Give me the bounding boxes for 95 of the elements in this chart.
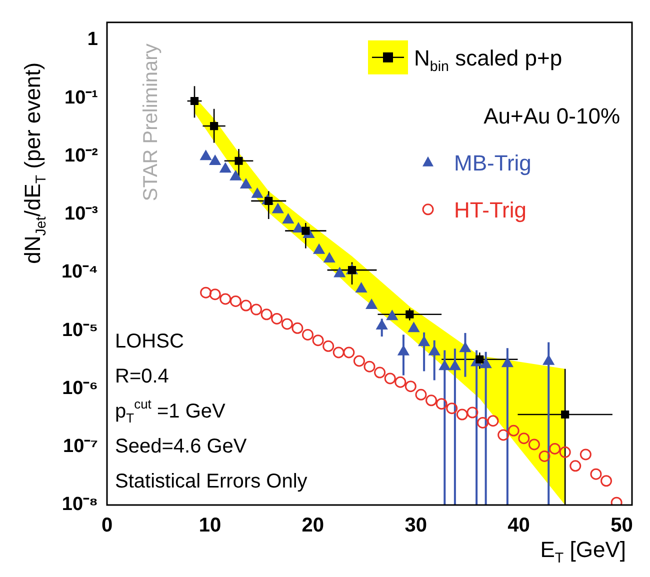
point	[220, 162, 232, 173]
point	[324, 252, 336, 263]
point	[374, 366, 386, 378]
point	[476, 416, 488, 428]
point	[292, 322, 304, 334]
legend-title: Au+Au 0-10%	[484, 103, 620, 128]
point	[200, 150, 212, 160]
point	[456, 408, 468, 420]
point	[446, 402, 458, 414]
y-tick-label: 10⁻⁵	[62, 320, 98, 341]
point	[502, 357, 514, 368]
point	[332, 346, 344, 358]
annotation: R=0.4	[115, 365, 169, 388]
y-tick-label: 10⁻⁸	[62, 494, 98, 516]
point	[487, 415, 499, 427]
point	[438, 360, 450, 370]
point	[559, 446, 571, 458]
point	[272, 203, 284, 214]
point	[210, 122, 218, 130]
point	[406, 310, 414, 318]
point	[322, 340, 334, 352]
point	[376, 319, 388, 330]
y-tick-label: 10⁻⁴	[61, 262, 98, 283]
point	[561, 410, 570, 419]
point	[230, 295, 242, 307]
point	[366, 299, 378, 310]
point	[600, 475, 612, 487]
point	[518, 432, 530, 444]
annotation: Statistical Errors Only	[115, 470, 308, 492]
y-tick-label: 1	[87, 29, 98, 50]
point	[260, 308, 272, 320]
point	[570, 460, 582, 472]
point	[240, 300, 252, 312]
legend-label: HT-Trig	[454, 197, 527, 222]
x-tick-label: 10	[198, 514, 222, 537]
point	[334, 267, 346, 278]
point	[528, 438, 540, 450]
point	[580, 448, 592, 460]
point	[234, 156, 243, 165]
point	[404, 380, 416, 392]
x-tick-label: 30	[404, 514, 427, 537]
point	[312, 334, 324, 346]
point	[313, 244, 325, 254]
point	[353, 355, 365, 367]
point	[220, 293, 232, 305]
point	[476, 355, 484, 364]
point	[398, 345, 410, 356]
point	[386, 310, 398, 320]
x-tick-label: 20	[302, 514, 324, 537]
point	[428, 345, 440, 356]
point	[498, 429, 510, 441]
point	[250, 304, 262, 316]
point	[384, 372, 396, 384]
point	[394, 376, 406, 388]
point	[230, 170, 242, 180]
point	[415, 388, 427, 400]
point	[460, 342, 471, 352]
point	[302, 328, 314, 340]
point	[590, 468, 602, 480]
legend-label: MB-Trig	[454, 150, 532, 176]
annotation: LOHSC	[115, 330, 184, 352]
point	[343, 346, 355, 358]
point	[364, 360, 376, 372]
y-tick-label: 10⁻¹	[64, 87, 98, 108]
point	[348, 266, 356, 274]
point	[466, 406, 478, 418]
point	[549, 442, 561, 454]
y-tick-label: 10⁻³	[64, 204, 98, 225]
point	[271, 312, 283, 324]
point	[449, 360, 461, 370]
point	[480, 358, 492, 368]
y-tick-label: 10⁻⁶	[62, 378, 98, 399]
point	[538, 450, 550, 462]
y-tick-label: 10⁻⁷	[63, 436, 98, 458]
point	[252, 188, 263, 198]
point	[418, 336, 430, 346]
point	[209, 288, 221, 300]
point	[426, 394, 438, 406]
point	[282, 213, 294, 224]
annotation: STAR Preliminary	[140, 44, 162, 202]
point	[356, 282, 367, 292]
y-axis-title: dNJet/dET (per event)	[20, 62, 50, 264]
point	[508, 424, 520, 436]
point	[200, 286, 212, 298]
point	[281, 318, 293, 330]
point	[542, 354, 554, 365]
x-tick-label: 0	[101, 514, 113, 537]
annotation: Seed=4.6 GeV	[115, 435, 248, 458]
x-tick-label: 50	[610, 514, 633, 537]
point	[240, 178, 252, 188]
point	[209, 154, 221, 165]
point	[436, 398, 448, 410]
point	[408, 322, 420, 332]
y-tick-label: 10⁻²	[64, 145, 98, 166]
x-tick-label: 40	[508, 514, 530, 537]
